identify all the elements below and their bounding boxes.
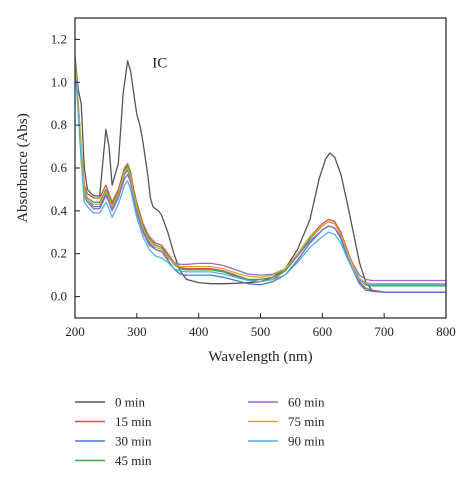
legend: 0 min 15 min 30 min 45 min 60 min 75 min 90 mi… (75, 395, 325, 468)
series-line-60-min (75, 62, 446, 282)
y-tick-label: 1.2 (51, 31, 67, 46)
y-tick-label: 0.4 (51, 203, 68, 218)
series-line-90-min (75, 65, 446, 286)
plot-frame (74, 17, 447, 319)
legend-label: 0 min (115, 395, 145, 410)
legend-item: 30 min (75, 434, 152, 449)
y-tick-label: 0.6 (51, 160, 68, 175)
y-tick-label: 0.0 (51, 289, 67, 304)
legend-label: 60 min (288, 395, 325, 410)
series-line-15-min (75, 56, 446, 293)
legend-item: 90 min (248, 434, 325, 449)
series-line-30-min (75, 60, 446, 293)
legend-label: 45 min (115, 453, 152, 468)
legend-item: 60 min (248, 395, 325, 410)
y-axis: 0.0 0.2 0.4 0.6 0.8 1.0 1.2 (51, 31, 80, 304)
series-line-0-min (75, 56, 446, 293)
legend-label: 15 min (115, 414, 152, 429)
x-tick-label: 800 (436, 324, 456, 339)
x-axis: 200 300 400 500 600 700 800 (65, 313, 456, 339)
y-tick-label: 1.0 (51, 74, 67, 89)
legend-item: 75 min (248, 414, 325, 429)
legend-label: 90 min (288, 434, 325, 449)
x-tick-label: 500 (251, 324, 271, 339)
legend-item: 0 min (75, 395, 145, 410)
x-tick-label: 400 (189, 324, 209, 339)
y-tick-label: 0.8 (51, 117, 67, 132)
y-axis-title: Absorbance (Abs) (15, 113, 31, 223)
x-axis-title: Wavelength (nm) (208, 349, 312, 365)
y-tick-label: 0.2 (51, 246, 67, 261)
series-layer (75, 56, 446, 293)
legend-item: 45 min (75, 453, 152, 468)
legend-label: 75 min (288, 414, 325, 429)
peak-annotation: IC (152, 55, 167, 71)
x-tick-label: 300 (127, 324, 147, 339)
series-line-75-min (75, 58, 446, 285)
x-tick-label: 700 (374, 324, 394, 339)
legend-item: 15 min (75, 414, 152, 429)
x-tick-label: 200 (65, 324, 85, 339)
legend-label: 30 min (115, 434, 152, 449)
x-tick-label: 600 (313, 324, 333, 339)
